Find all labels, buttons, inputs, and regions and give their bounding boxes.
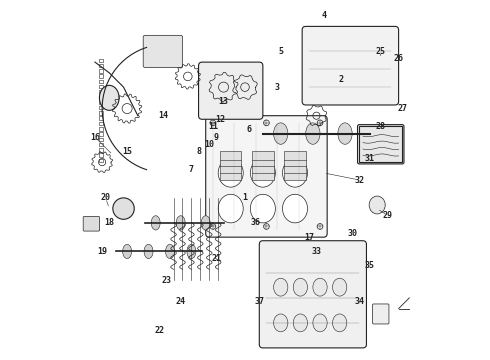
FancyBboxPatch shape bbox=[372, 304, 389, 324]
Ellipse shape bbox=[99, 85, 119, 111]
Text: 14: 14 bbox=[158, 111, 168, 120]
Text: 11: 11 bbox=[208, 122, 218, 131]
Bar bbox=[98, 143, 103, 147]
FancyBboxPatch shape bbox=[83, 216, 99, 231]
FancyBboxPatch shape bbox=[252, 152, 273, 180]
Bar bbox=[98, 80, 103, 83]
Text: 20: 20 bbox=[100, 193, 111, 202]
FancyBboxPatch shape bbox=[358, 125, 404, 164]
Ellipse shape bbox=[187, 244, 196, 258]
Ellipse shape bbox=[166, 244, 174, 258]
Bar bbox=[98, 122, 103, 125]
Bar bbox=[98, 153, 103, 157]
Ellipse shape bbox=[250, 194, 275, 223]
Ellipse shape bbox=[218, 158, 243, 187]
Bar bbox=[98, 158, 103, 162]
Bar bbox=[98, 59, 103, 62]
Text: 16: 16 bbox=[90, 132, 100, 141]
Text: 17: 17 bbox=[304, 233, 314, 242]
Ellipse shape bbox=[250, 158, 275, 187]
Text: 23: 23 bbox=[161, 275, 172, 284]
Ellipse shape bbox=[283, 194, 308, 223]
Text: 32: 32 bbox=[354, 176, 364, 185]
Text: 9: 9 bbox=[214, 132, 219, 141]
Text: 26: 26 bbox=[393, 54, 404, 63]
Text: 21: 21 bbox=[211, 254, 221, 263]
Text: 28: 28 bbox=[376, 122, 386, 131]
Bar bbox=[359, 126, 402, 162]
FancyBboxPatch shape bbox=[284, 152, 306, 180]
Text: 7: 7 bbox=[189, 165, 194, 174]
Ellipse shape bbox=[293, 314, 308, 332]
Text: 22: 22 bbox=[154, 325, 164, 334]
Text: 1: 1 bbox=[243, 193, 247, 202]
Ellipse shape bbox=[313, 314, 327, 332]
Text: 6: 6 bbox=[246, 126, 251, 135]
FancyBboxPatch shape bbox=[220, 152, 242, 180]
Bar bbox=[98, 85, 103, 89]
Text: 4: 4 bbox=[321, 11, 326, 20]
Text: 25: 25 bbox=[376, 47, 386, 56]
Ellipse shape bbox=[273, 278, 288, 296]
Ellipse shape bbox=[113, 198, 134, 219]
Text: 34: 34 bbox=[354, 297, 364, 306]
Text: 18: 18 bbox=[104, 219, 114, 228]
Text: 13: 13 bbox=[219, 97, 228, 106]
Text: 37: 37 bbox=[254, 297, 264, 306]
Ellipse shape bbox=[369, 196, 385, 214]
Bar bbox=[98, 111, 103, 115]
Text: 5: 5 bbox=[278, 47, 283, 56]
Text: 10: 10 bbox=[204, 140, 214, 149]
Text: 31: 31 bbox=[365, 154, 375, 163]
Text: 8: 8 bbox=[196, 147, 201, 156]
Ellipse shape bbox=[122, 244, 132, 258]
Ellipse shape bbox=[273, 123, 288, 144]
Text: 19: 19 bbox=[97, 247, 107, 256]
Ellipse shape bbox=[338, 123, 352, 144]
Text: 2: 2 bbox=[339, 76, 344, 85]
Bar bbox=[98, 95, 103, 99]
Ellipse shape bbox=[293, 278, 308, 296]
FancyBboxPatch shape bbox=[143, 35, 182, 67]
Ellipse shape bbox=[283, 158, 308, 187]
Text: 24: 24 bbox=[176, 297, 186, 306]
Ellipse shape bbox=[218, 194, 243, 223]
Ellipse shape bbox=[306, 123, 320, 144]
Bar bbox=[98, 132, 103, 136]
FancyBboxPatch shape bbox=[302, 26, 398, 105]
Text: 30: 30 bbox=[347, 229, 357, 238]
Bar bbox=[98, 148, 103, 152]
Ellipse shape bbox=[176, 216, 185, 230]
Ellipse shape bbox=[201, 216, 210, 230]
Bar bbox=[98, 127, 103, 131]
Ellipse shape bbox=[151, 216, 160, 230]
Text: 33: 33 bbox=[312, 247, 321, 256]
Bar bbox=[98, 116, 103, 120]
Bar bbox=[98, 64, 103, 67]
Bar bbox=[98, 138, 103, 141]
Ellipse shape bbox=[313, 278, 327, 296]
Bar bbox=[98, 90, 103, 94]
Ellipse shape bbox=[144, 244, 153, 258]
FancyBboxPatch shape bbox=[206, 116, 327, 237]
Ellipse shape bbox=[273, 314, 288, 332]
Ellipse shape bbox=[333, 314, 347, 332]
Text: 27: 27 bbox=[397, 104, 407, 113]
Text: 12: 12 bbox=[215, 115, 225, 124]
Text: 3: 3 bbox=[275, 83, 280, 92]
Bar bbox=[98, 69, 103, 73]
Ellipse shape bbox=[333, 278, 347, 296]
Text: 35: 35 bbox=[365, 261, 375, 270]
Text: 36: 36 bbox=[251, 219, 261, 228]
Text: 15: 15 bbox=[122, 147, 132, 156]
Bar bbox=[98, 106, 103, 109]
Bar bbox=[98, 74, 103, 78]
FancyBboxPatch shape bbox=[259, 241, 367, 348]
FancyBboxPatch shape bbox=[198, 62, 263, 119]
Text: 29: 29 bbox=[383, 211, 393, 220]
Bar bbox=[98, 101, 103, 104]
